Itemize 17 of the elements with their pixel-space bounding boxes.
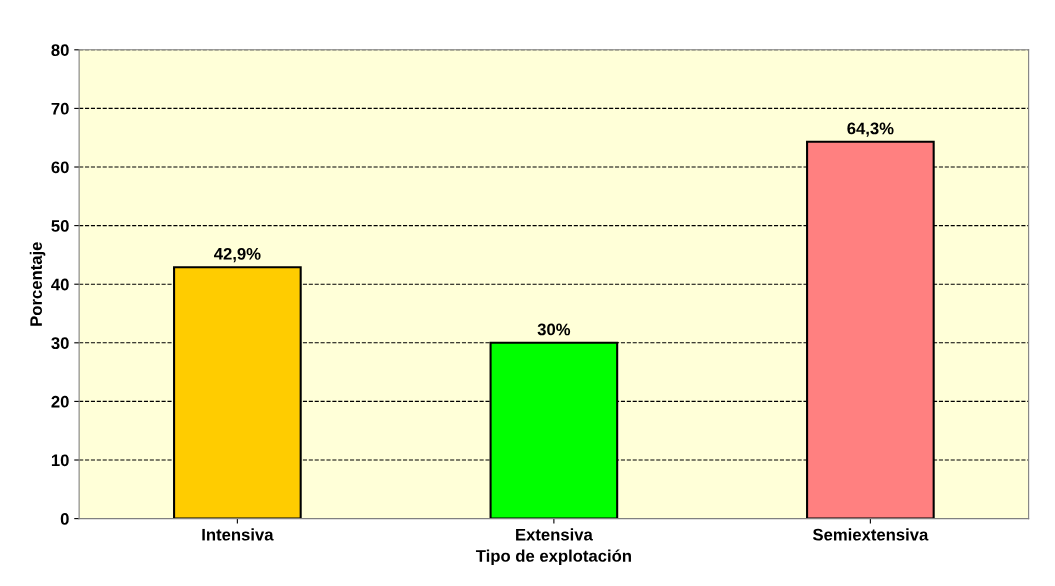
y-tick-label: 40 (51, 278, 69, 291)
data-label: 30% (537, 323, 571, 336)
data-label: 64,3% (847, 122, 894, 137)
y-tick-label: 20 (51, 395, 69, 408)
x-tick-label: Intensiva (202, 528, 274, 541)
x-axis-title: Tipo de explotación (475, 549, 631, 566)
y-tick-label: 30 (51, 337, 69, 350)
x-tick-label: Semiextensiva (812, 528, 929, 541)
y-tick-label: 70 (51, 102, 69, 115)
y-tick-label: 10 (51, 454, 69, 467)
y-tick-label: 50 (51, 220, 69, 232)
y-axis-title: Porcentaje (29, 242, 46, 326)
y-tick-label: 60 (51, 161, 69, 174)
y-tick-label: 80 (51, 44, 69, 57)
y-tick-label: 0 (60, 513, 69, 525)
data-label: 42,9% (214, 247, 261, 263)
x-tick-label: Extensiva (516, 528, 593, 541)
